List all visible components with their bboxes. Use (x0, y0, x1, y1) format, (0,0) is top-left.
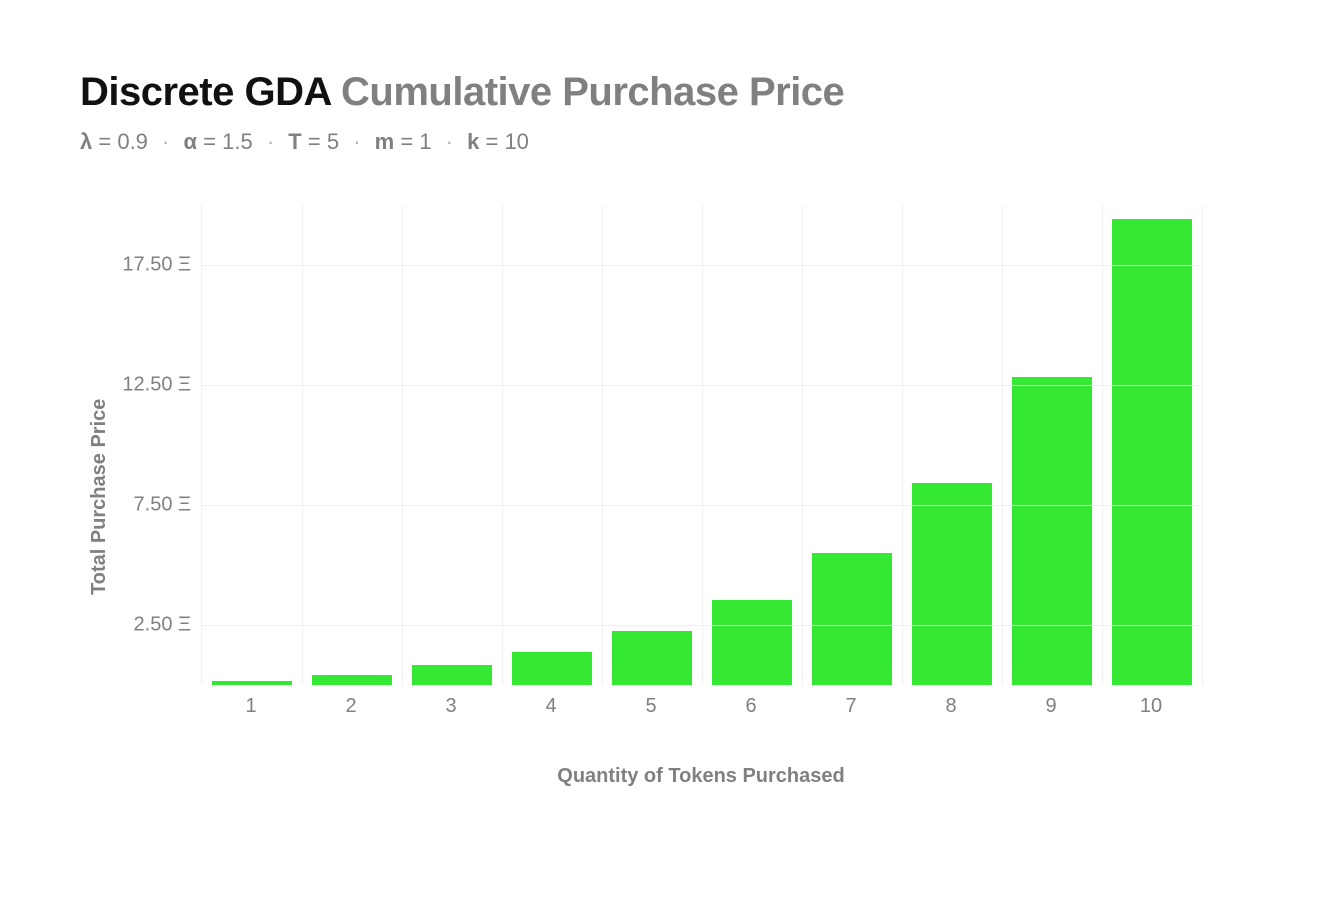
param-value: 0.9 (117, 129, 148, 154)
x-tick-label: 3 (445, 695, 456, 718)
param-separator: · (446, 129, 453, 154)
gridline-vertical (702, 205, 703, 685)
param-symbol: α (184, 129, 198, 154)
param-symbol: λ (80, 129, 92, 154)
bar (712, 600, 792, 685)
x-axis-label: Quantity of Tokens Purchased (201, 765, 1201, 788)
y-axis: 2.50 Ξ 7.50 Ξ 12.50 Ξ 17.50 Ξ (111, 205, 201, 685)
y-tick-label: 17.50 Ξ (122, 254, 191, 277)
y-axis-label: Total Purchase Price (80, 257, 111, 737)
gridline-vertical (1202, 205, 1203, 685)
x-tick-label: 9 (1045, 695, 1056, 718)
y-tick-label: 7.50 Ξ (134, 494, 191, 517)
gridline-vertical (402, 205, 403, 685)
gridline-vertical (802, 205, 803, 685)
bar (812, 553, 892, 685)
param-value: 10 (504, 129, 528, 154)
title-subtitle: Cumulative Purchase Price (341, 70, 844, 114)
bar (412, 665, 492, 685)
gridline-vertical (902, 205, 903, 685)
bar (512, 652, 592, 685)
y-tick-label: 2.50 Ξ (134, 614, 191, 637)
param-value: 1.5 (222, 129, 253, 154)
x-tick-label: 7 (845, 695, 856, 718)
param-symbol: m (375, 129, 395, 154)
bar (1012, 377, 1092, 685)
param-separator: · (162, 129, 169, 154)
chart-title: Discrete GDA Cumulative Purchase Price (80, 70, 1240, 115)
bar (912, 483, 992, 685)
gridline-vertical (302, 205, 303, 685)
x-tick-label: 6 (745, 695, 756, 718)
x-tick-label: 4 (545, 695, 556, 718)
param-symbol: T (288, 129, 301, 154)
param-value: 1 (419, 129, 431, 154)
x-axis: 1 2 3 4 5 6 7 8 9 10 (201, 685, 1201, 725)
param-separator: · (353, 129, 360, 154)
chart-container: Discrete GDA Cumulative Purchase Price λ… (0, 0, 1320, 838)
bar (312, 675, 392, 685)
param-symbol: k (467, 129, 479, 154)
x-tick-label: 2 (345, 695, 356, 718)
gridline-vertical (502, 205, 503, 685)
param-value: 5 (327, 129, 339, 154)
bar (1112, 219, 1192, 685)
bar (612, 631, 692, 685)
gridline-vertical (1102, 205, 1103, 685)
gridline-vertical (1002, 205, 1003, 685)
gridline-vertical (602, 205, 603, 685)
x-tick-label: 5 (645, 695, 656, 718)
y-tick-label: 12.50 Ξ (122, 374, 191, 397)
chart-area: Total Purchase Price 2.50 Ξ7.50 Ξ12.50 Ξ… (80, 205, 1240, 788)
param-separator: · (267, 129, 274, 154)
chart-parameters: λ = 0.9 · α = 1.5 · T = 5 · m = 1 · k = … (80, 129, 1240, 155)
x-tick-label: 8 (945, 695, 956, 718)
plot-area (201, 205, 1201, 685)
x-tick-label: 1 (245, 695, 256, 718)
x-tick-label: 10 (1140, 695, 1162, 718)
title-main: Discrete GDA (80, 70, 330, 114)
